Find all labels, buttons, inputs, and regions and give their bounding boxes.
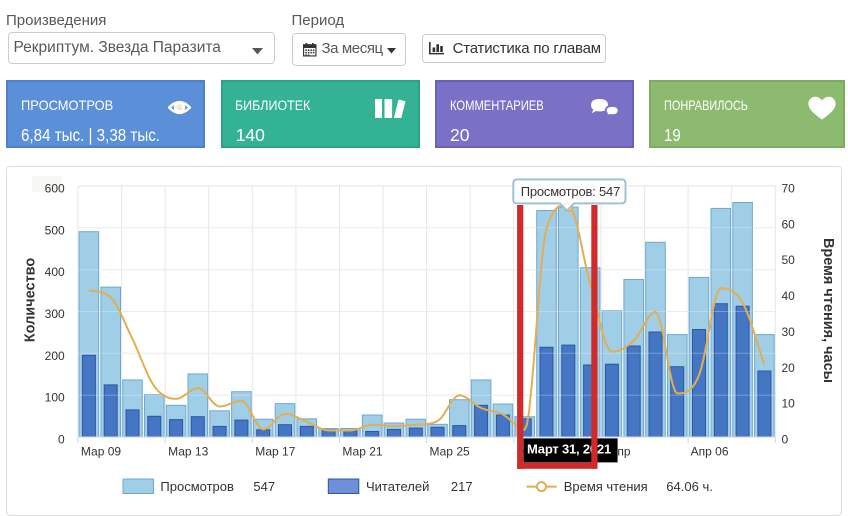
svg-text:Март 31, 2021: Март 31, 2021 bbox=[527, 442, 611, 457]
svg-text:400: 400 bbox=[45, 265, 65, 279]
svg-text:30: 30 bbox=[782, 325, 796, 339]
svg-text:Время чтения, часы: Время чтения, часы bbox=[820, 238, 836, 383]
svg-text:Мар 17: Мар 17 bbox=[255, 445, 295, 459]
svg-text:200: 200 bbox=[45, 349, 65, 363]
svg-text:Мар 13: Мар 13 bbox=[168, 445, 208, 459]
svg-text:547: 547 bbox=[253, 479, 275, 494]
svg-text:Просмотров: 547: Просмотров: 547 bbox=[521, 184, 620, 199]
svg-text:100: 100 bbox=[45, 391, 65, 405]
svg-text:0: 0 bbox=[58, 433, 65, 447]
svg-text:60: 60 bbox=[782, 217, 796, 231]
svg-text:70: 70 bbox=[782, 182, 796, 196]
svg-text:Мар 09: Мар 09 bbox=[81, 445, 121, 459]
svg-text:40: 40 bbox=[782, 289, 796, 303]
svg-text:50: 50 bbox=[782, 253, 796, 267]
svg-text:Мар 21: Мар 21 bbox=[342, 445, 382, 459]
svg-text:Просмотров: Просмотров bbox=[160, 479, 234, 494]
svg-text:Мар 25: Мар 25 bbox=[430, 445, 470, 459]
svg-text:0: 0 bbox=[782, 433, 789, 447]
svg-text:500: 500 bbox=[45, 223, 65, 237]
svg-text:20: 20 bbox=[782, 361, 796, 375]
svg-text:300: 300 bbox=[45, 307, 65, 321]
svg-text:600: 600 bbox=[45, 182, 65, 196]
svg-text:10: 10 bbox=[782, 397, 796, 411]
svg-text:Читателей: Читателей bbox=[366, 479, 429, 494]
svg-text:64.06 ч.: 64.06 ч. bbox=[666, 479, 713, 494]
svg-text:Апр 06: Апр 06 bbox=[691, 445, 729, 459]
svg-text:Время чтения: Время чтения bbox=[564, 479, 648, 494]
svg-text:217: 217 bbox=[451, 479, 473, 494]
svg-text:Количество: Количество bbox=[23, 258, 39, 343]
